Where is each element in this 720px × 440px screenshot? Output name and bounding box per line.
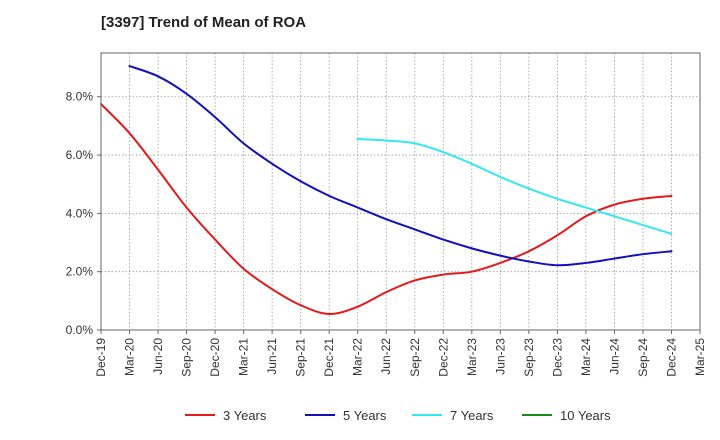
legend-label-5-years: 5 Years: [343, 408, 387, 423]
x-tick-label: Sep-24: [636, 338, 650, 377]
legend-label-10-years: 10 Years: [560, 408, 611, 423]
y-tick-label: 2.0%: [66, 265, 94, 279]
x-tick-label: Sep-21: [294, 338, 308, 377]
x-tick-label: Mar-23: [465, 338, 479, 376]
plot-frame: [100, 52, 701, 331]
y-tick-label: 0.0%: [66, 323, 94, 337]
x-tick-label: Dec-22: [436, 338, 450, 377]
x-tick-label: Jun-22: [379, 338, 393, 375]
series-line-7-years: [356, 138, 673, 235]
x-tick-label: Sep-23: [522, 338, 536, 377]
x-tick-label: Dec-20: [208, 338, 222, 377]
x-tick-label: Sep-22: [408, 338, 422, 377]
x-tick-label: Jun-23: [493, 338, 507, 375]
x-tick-label: Jun-21: [265, 338, 279, 375]
x-tick-label: Dec-23: [550, 338, 564, 377]
x-tick-label: Dec-24: [664, 338, 678, 377]
chart-title: [3397] Trend of Mean of ROA: [101, 14, 307, 31]
x-tick-label: Mar-24: [579, 338, 593, 376]
x-tick-label: Mar-21: [237, 338, 251, 376]
series-line-3-years: [100, 103, 673, 315]
x-tick-label: Mar-22: [351, 338, 365, 376]
legend-label-3-years: 3 Years: [223, 408, 267, 423]
x-tick-label: Sep-20: [180, 338, 194, 377]
y-tick-label: 8.0%: [66, 90, 94, 104]
x-tick-label: Dec-21: [322, 338, 336, 377]
x-tick-label: Mar-25: [693, 338, 707, 376]
y-tick-label: 4.0%: [66, 206, 94, 220]
x-tick-label: Mar-20: [123, 338, 137, 376]
y-tick-label: 6.0%: [66, 148, 94, 162]
x-tick-label: Jun-20: [151, 338, 165, 375]
x-tick-label: Dec-19: [94, 338, 108, 377]
x-tick-label: Jun-24: [607, 338, 621, 375]
legend-label-7-years: 7 Years: [450, 408, 494, 423]
series-line-5-years: [128, 65, 673, 267]
